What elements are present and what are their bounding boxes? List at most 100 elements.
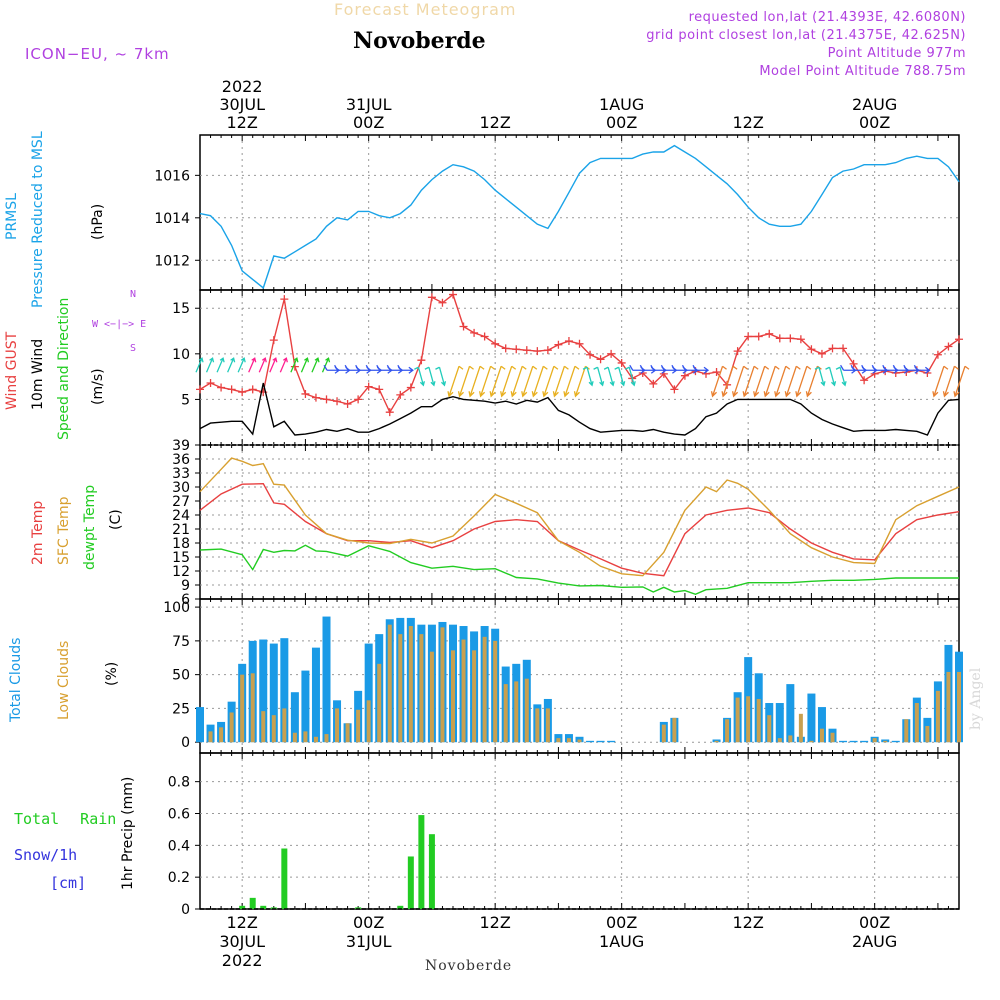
wind-barb	[814, 366, 826, 387]
2m-temp-line	[199, 482, 960, 577]
wind-barb	[457, 365, 474, 398]
gust-marker	[501, 344, 510, 353]
gust-marker	[427, 293, 436, 302]
low-cloud-bar	[398, 634, 403, 743]
temperature-ytick-label: 21	[172, 522, 190, 538]
gust-marker	[733, 347, 742, 356]
gust-marker	[438, 298, 447, 307]
gust-marker	[217, 383, 226, 392]
top-date-label: 30JUL	[219, 95, 265, 114]
bottom-hour-label: 00Z	[859, 913, 890, 932]
bottom-date-label: 31JUL	[346, 932, 392, 951]
low-cloud-bar	[324, 734, 329, 743]
top-year-label: 2022	[222, 77, 263, 96]
gust-marker	[196, 385, 204, 394]
low-cloud-bar	[419, 634, 424, 743]
temperature-ytick-label: 24	[172, 508, 190, 524]
rain-bar	[428, 834, 435, 909]
temp-unit: (C)	[108, 509, 124, 530]
low-cloud-bar	[208, 731, 213, 743]
gust-marker	[354, 395, 363, 404]
gust-marker	[839, 344, 848, 353]
rain-bar	[270, 907, 277, 909]
low-cloud-bar	[250, 673, 255, 743]
wind-barb	[248, 357, 257, 373]
wind-barb	[624, 366, 636, 387]
gust-marker	[406, 383, 415, 392]
wind-barb	[205, 357, 215, 373]
gust-marker	[280, 295, 289, 304]
wind-barb	[932, 365, 949, 398]
clouds-unit: (%)	[104, 661, 120, 686]
gust-marker	[649, 379, 658, 388]
watermark: by Angel	[968, 667, 984, 730]
top-date-label: 1AUG	[599, 95, 644, 114]
pressure-ytick-label: 1016	[154, 168, 190, 184]
wind-barb	[489, 365, 506, 398]
low-cloud-bar	[672, 717, 677, 743]
total-cloud-bar	[269, 643, 278, 743]
bottom-date-label: 1AUG	[599, 932, 644, 951]
precip-frame	[199, 752, 960, 910]
wind-barb	[227, 357, 236, 373]
wind-barb	[311, 357, 320, 373]
low-cloud-bar	[872, 738, 877, 743]
clouds-ytick-label: 25	[172, 701, 190, 717]
gust-marker	[828, 344, 837, 353]
gust-marker	[375, 385, 384, 394]
bottom-date-label: 2AUG	[852, 932, 897, 951]
gust-marker	[554, 340, 563, 349]
rain-legend: Total Rain	[14, 810, 117, 828]
wind-barb	[784, 365, 801, 398]
low-cloud-bar	[313, 736, 318, 743]
total-cloud-bar	[259, 639, 268, 743]
top-hour-label: 12Z	[733, 113, 764, 132]
gust-marker	[238, 388, 247, 397]
gust-marker	[786, 334, 795, 343]
gust-marker	[712, 368, 721, 377]
gust-marker	[385, 408, 394, 417]
gust-marker	[796, 335, 805, 344]
low-clouds-label: Low Clouds	[56, 640, 72, 720]
wind-barb	[435, 366, 447, 387]
model-label: ICON−EU, ~ 7km	[25, 45, 170, 63]
wind-barb	[279, 357, 288, 373]
t2m-label: 2m Temp	[30, 500, 46, 565]
gust-marker	[491, 339, 500, 348]
gust-marker	[333, 397, 342, 406]
gust-marker	[364, 382, 373, 391]
total-cloud-bar	[364, 643, 373, 743]
gust-marker	[248, 385, 257, 394]
gust-marker	[955, 335, 963, 344]
gust-marker	[522, 346, 531, 355]
top-hour-label: 00Z	[859, 113, 890, 132]
clouds-ytick-label: 50	[172, 668, 190, 684]
low-cloud-bar	[503, 684, 508, 743]
temperature-ytick-label: 18	[172, 536, 190, 552]
precip-ytick-label: 0.2	[168, 870, 190, 886]
temperature-ytick-label: 12	[172, 564, 190, 580]
wind-barb	[510, 365, 527, 398]
rain-bar	[239, 905, 246, 909]
precip-ytick-label: 0.4	[168, 838, 190, 854]
wind-barb	[478, 365, 496, 398]
wind-unit: (m/s)	[90, 368, 106, 405]
low-cloud-bar	[925, 725, 930, 743]
low-cloud-bar	[535, 708, 540, 743]
rain-bar	[355, 907, 362, 909]
total-cloud-bar	[860, 740, 869, 743]
low-cloud-bar	[830, 732, 835, 743]
gust-marker	[944, 342, 953, 351]
low-cloud-bar	[377, 663, 382, 743]
wind-barb	[552, 365, 569, 398]
wind-barb	[753, 365, 770, 398]
wind-barb	[269, 357, 278, 373]
bottom-hour-label: 00Z	[606, 913, 637, 932]
10m-wind-line	[199, 382, 960, 436]
gust-marker	[775, 334, 784, 343]
sfc-temp-label: SFC Temp	[56, 496, 72, 565]
temperature-ytick-label: 9	[181, 578, 190, 594]
gust-marker	[670, 385, 679, 394]
wind-barb	[942, 365, 959, 398]
